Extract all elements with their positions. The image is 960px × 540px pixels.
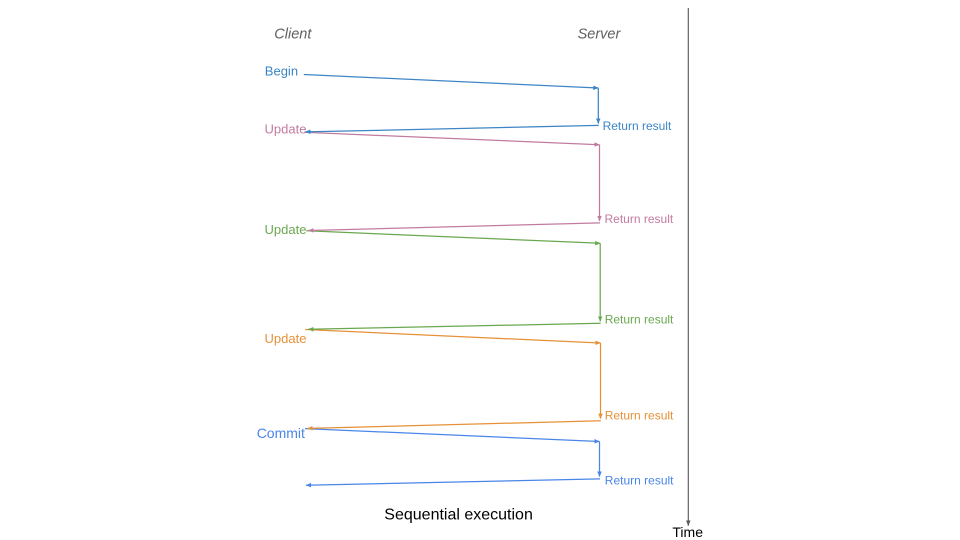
svg-text:Update: Update <box>265 122 307 137</box>
svg-text:Sequential execution: Sequential execution <box>384 507 533 524</box>
svg-text:Update: Update <box>265 331 307 346</box>
svg-text:Begin: Begin <box>265 64 298 79</box>
svg-text:Return result: Return result <box>605 473 674 487</box>
svg-text:Return result: Return result <box>605 313 674 327</box>
svg-text:Time: Time <box>672 524 703 540</box>
svg-text:Commit: Commit <box>257 425 305 441</box>
svg-text:Return result: Return result <box>605 409 674 423</box>
svg-text:Server: Server <box>578 27 622 43</box>
svg-text:Return result: Return result <box>603 119 672 133</box>
svg-text:Client: Client <box>274 27 312 43</box>
svg-text:Update: Update <box>265 222 307 237</box>
svg-text:Return result: Return result <box>605 212 674 226</box>
